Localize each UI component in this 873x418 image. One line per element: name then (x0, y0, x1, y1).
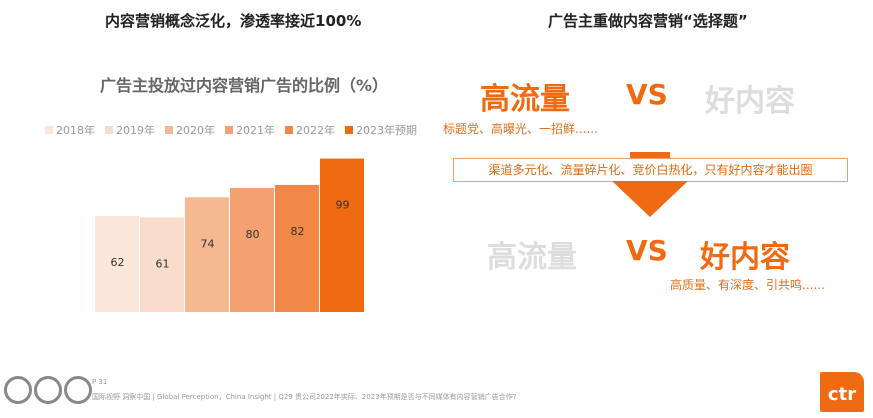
bar (140, 217, 184, 312)
bottom-left-term: 高流量 (487, 240, 577, 275)
legend-label: 2021年 (236, 124, 275, 137)
bar-chart: 62 61 74 80 82 99 (95, 158, 364, 312)
bar-value-label: 62 (111, 256, 125, 269)
legend-item: 2020年 (165, 122, 215, 138)
seal-icon (64, 376, 92, 404)
bar-value-label: 99 (336, 199, 350, 212)
legend-swatch (285, 126, 293, 134)
legend-item: 2021年 (225, 122, 275, 138)
bar (95, 215, 139, 312)
top-subtext: 标题党、高曝光、一招鲜...... (443, 122, 598, 136)
top-vs: VS (626, 78, 668, 111)
bottom-vs: VS (626, 234, 668, 267)
legend-swatch (225, 126, 233, 134)
middle-box: 渠道多元化、流量碎片化、竞价白热化，只有好内容才能出圈 (453, 158, 848, 182)
page-number: P 31 (92, 378, 108, 386)
top-right-term: 好内容 (705, 84, 795, 119)
bottom-subtext: 高质量、有深度、引共鸣...... (670, 278, 825, 292)
bar (230, 188, 274, 312)
ctr-logo: ctr (820, 372, 864, 412)
bar-value-label: 82 (291, 225, 305, 238)
legend-label: 2018年 (56, 124, 95, 137)
legend-label: 2022年 (296, 124, 335, 137)
legend-item: 2023年预期 (345, 122, 417, 138)
legend-swatch (105, 126, 113, 134)
left-title: 内容营销概念泛化，渗透率接近100% (105, 12, 362, 30)
legend-swatch (45, 126, 53, 134)
arrow-down-icon (612, 181, 688, 217)
top-left-term: 高流量 (480, 82, 570, 117)
bar (275, 184, 319, 312)
legend-label: 2020年 (176, 124, 215, 137)
legend-swatch (345, 126, 353, 134)
bottom-right-term: 好内容 (700, 240, 790, 275)
bar-value-label: 74 (201, 237, 215, 250)
chart-legend: 2018年 2019年 2020年 2021年 2022年 2023年预期 (45, 122, 417, 138)
seal-icon (34, 376, 62, 404)
bar-value-label: 61 (156, 257, 170, 270)
certification-seals (4, 376, 94, 408)
legend-item: 2022年 (285, 122, 335, 138)
legend-item: 2018年 (45, 122, 95, 138)
legend-swatch (165, 126, 173, 134)
seal-icon (4, 376, 32, 404)
bar (185, 197, 229, 312)
bar-value-label: 80 (246, 228, 260, 241)
legend-item: 2019年 (105, 122, 155, 138)
chart-title: 广告主投放过内容营销广告的比例（%） (100, 76, 389, 95)
right-title: 广告主重做内容营销“选择题” (548, 12, 748, 30)
legend-label: 2023年预期 (356, 124, 417, 137)
legend-label: 2019年 (116, 124, 155, 137)
bar (320, 158, 364, 312)
footer-text: 国际视野 洞察中国 | Global Perception，China Insi… (92, 393, 517, 401)
